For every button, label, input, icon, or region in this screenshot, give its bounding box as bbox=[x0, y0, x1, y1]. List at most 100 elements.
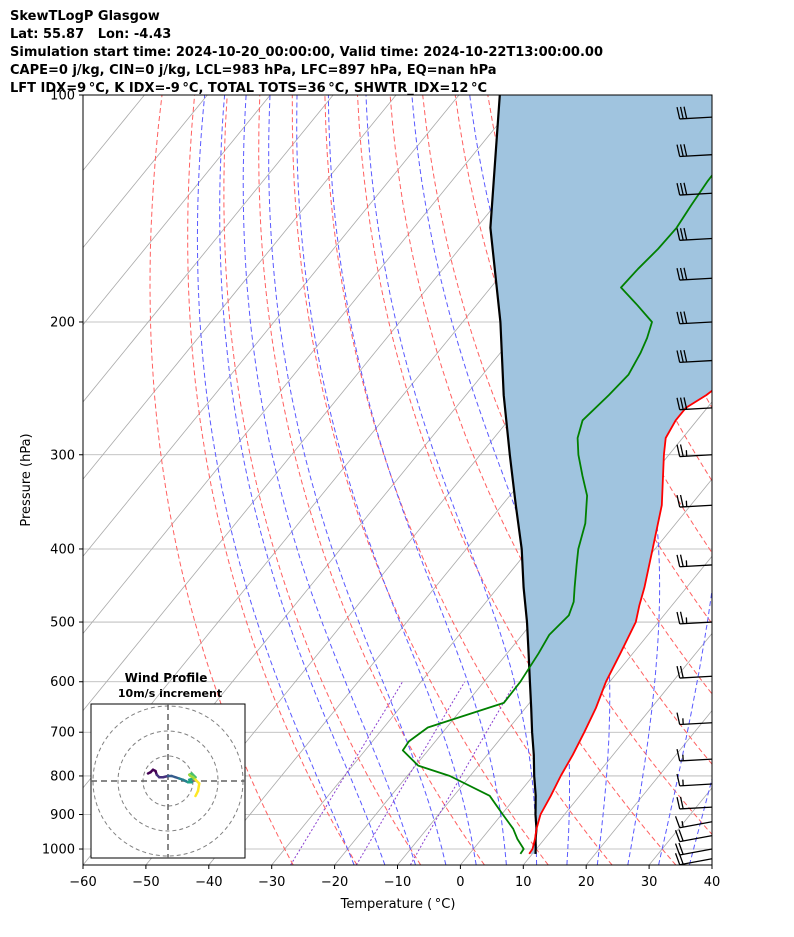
y-tick-label: 600 bbox=[50, 675, 75, 690]
hodograph-segment bbox=[194, 789, 200, 798]
x-tick-label: 0 bbox=[456, 875, 464, 890]
chart-title: SkewTLogP Glasgow bbox=[10, 9, 160, 24]
mixing-ratio-line bbox=[290, 681, 404, 865]
temperature-profile-line bbox=[528, 389, 712, 855]
wind-barbs bbox=[674, 106, 713, 866]
wind-barb bbox=[676, 182, 713, 196]
wind-barb bbox=[676, 773, 713, 787]
moist-adiabat bbox=[327, 95, 507, 865]
x-tick-label: −40 bbox=[195, 875, 222, 890]
isotherm-line bbox=[522, 632, 712, 865]
isotherm-line bbox=[83, 95, 523, 635]
y-tick-label: 100 bbox=[50, 89, 75, 104]
wind-barb bbox=[676, 397, 713, 411]
moist-adiabat bbox=[720, 95, 794, 865]
y-axis-label: Pressure (hPa) bbox=[19, 433, 34, 526]
y-tick-label: 200 bbox=[50, 315, 75, 330]
profiles bbox=[401, 95, 712, 855]
y-tick-label: 300 bbox=[50, 448, 75, 463]
y-tick-label: 800 bbox=[50, 769, 75, 784]
wind-barb bbox=[676, 554, 713, 568]
dry-adiabat bbox=[187, 95, 358, 865]
isotherm-line bbox=[585, 710, 712, 865]
dry-adiabat bbox=[324, 95, 613, 865]
isotherm-line bbox=[83, 95, 271, 326]
isotherm-line bbox=[83, 95, 397, 480]
wind-barb bbox=[674, 842, 713, 856]
wind-barb bbox=[676, 311, 713, 325]
cape-fill bbox=[490, 95, 712, 854]
x-tick-label: −30 bbox=[258, 875, 285, 890]
axes: −60 −50 −40 −30 −20 −10 0 10 20 30 40 100 200 300 400 5… bbox=[42, 89, 720, 891]
dry-adiabat bbox=[149, 95, 294, 865]
mixing-ratio-line bbox=[355, 681, 466, 865]
isotherm-line bbox=[83, 95, 460, 557]
chart-header: SkewTLogP Glasgow Lat: 55.87 Lon: -4.43 … bbox=[10, 8, 603, 98]
hodograph-subtitle: 10m/s increment bbox=[118, 687, 222, 700]
dry-adiabat bbox=[454, 95, 712, 695]
isotherm-line bbox=[0, 95, 82, 865]
dry-adiabat bbox=[585, 95, 712, 409]
wind-barb bbox=[676, 444, 713, 458]
index-line: LFT IDX=9 °C, K IDX=-9 °C, TOTAL TOTS=36… bbox=[10, 81, 488, 96]
y-tick-label: 400 bbox=[50, 542, 75, 557]
isotherm-line bbox=[775, 95, 794, 865]
dry-adiabat bbox=[291, 95, 549, 865]
x-tick-label: 20 bbox=[578, 875, 595, 890]
wind-barb bbox=[676, 267, 713, 281]
dry-adiabat bbox=[223, 95, 422, 865]
wind-barb bbox=[676, 144, 713, 158]
x-tick-label: 10 bbox=[515, 875, 532, 890]
wind-barb bbox=[674, 816, 713, 829]
x-tick-label: −20 bbox=[321, 875, 348, 890]
location-line: Lat: 55.87 Lon: -4.43 bbox=[10, 27, 172, 42]
x-tick-label: −50 bbox=[132, 875, 159, 890]
x-tick-label: 30 bbox=[641, 875, 658, 890]
dry-adiabat bbox=[422, 95, 712, 765]
background-lines bbox=[0, 95, 794, 865]
dewpoint-profile-line bbox=[401, 173, 712, 855]
parcel-profile-line bbox=[489, 95, 538, 854]
wind-barb bbox=[676, 494, 713, 508]
hodograph-segment bbox=[196, 782, 201, 793]
x-tick-label: 40 bbox=[704, 875, 721, 890]
isotherm-line bbox=[83, 95, 586, 712]
wind-barb bbox=[676, 106, 713, 120]
dry-adiabat bbox=[781, 95, 794, 865]
dry-adiabat bbox=[716, 95, 794, 865]
isotherm-line bbox=[711, 864, 712, 865]
hodograph-ring bbox=[117, 730, 219, 832]
cape-area bbox=[490, 95, 712, 854]
dry-adiabat bbox=[749, 95, 794, 865]
hodograph: Wind Profile 10m/s increment bbox=[90, 671, 246, 859]
wind-barb bbox=[676, 349, 713, 364]
wind-barb bbox=[676, 611, 713, 625]
moist-adiabat bbox=[196, 95, 355, 865]
moist-adiabat bbox=[296, 95, 477, 865]
moist-adiabat bbox=[268, 95, 447, 865]
wind-barb bbox=[676, 796, 713, 810]
wind-barb bbox=[676, 227, 713, 241]
cape-line: CAPE=0 j/kg, CIN=0 j/kg, LCL=983 hPa, LF… bbox=[10, 63, 497, 78]
wind-barb bbox=[676, 665, 713, 679]
x-axis-label: Temperature ( °C) bbox=[340, 897, 456, 912]
dry-adiabat bbox=[258, 95, 485, 865]
wind-barb bbox=[674, 829, 713, 843]
moist-adiabat bbox=[242, 95, 416, 865]
isotherm-line bbox=[83, 95, 208, 249]
y-tick-label: 500 bbox=[50, 616, 75, 631]
time-line: Simulation start time: 2024-10-20_00:00:… bbox=[10, 45, 603, 60]
wind-barb bbox=[676, 748, 713, 762]
y-tick-label: 1000 bbox=[42, 843, 75, 858]
x-tick-label: −10 bbox=[384, 875, 411, 890]
hodograph-title: Wind Profile bbox=[125, 671, 208, 685]
isotherm-line bbox=[83, 95, 334, 403]
y-tick-label: 900 bbox=[50, 808, 75, 823]
y-tick-label: 700 bbox=[50, 726, 75, 741]
x-tick-label: −60 bbox=[69, 875, 96, 890]
moist-adiabat bbox=[365, 95, 538, 865]
moist-adiabat bbox=[219, 95, 386, 865]
mixing-ratio-line bbox=[409, 681, 517, 865]
wind-barb bbox=[676, 712, 713, 726]
